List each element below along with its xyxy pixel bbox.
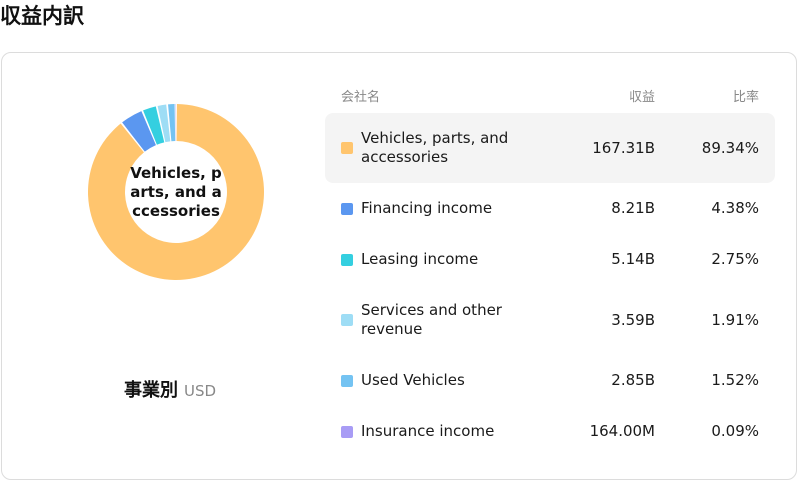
row-revenue: 8.21B <box>611 199 655 217</box>
donut-slice[interactable] <box>122 111 156 152</box>
legend-swatch <box>341 203 353 215</box>
table-header: 会社名 収益 比率 <box>325 86 775 106</box>
legend-swatch <box>341 142 353 154</box>
donut-slice[interactable] <box>168 104 176 142</box>
donut-center-line: ccessories <box>132 202 220 220</box>
row-ratio: 1.91% <box>711 311 759 329</box>
header-ratio: 比率 <box>732 90 759 105</box>
donut-svg[interactable] <box>86 102 266 282</box>
header-company: 会社名 <box>341 90 381 105</box>
donut-slice[interactable] <box>143 106 165 145</box>
table-row[interactable]: Leasing income 5.14B 2.75% <box>325 234 775 285</box>
donut-center-label: Vehicles, p arts, and a ccessories <box>126 164 226 222</box>
row-name: Leasing income <box>361 250 479 268</box>
legend-swatch <box>341 426 353 438</box>
row-name: Financing income <box>361 199 493 217</box>
row-ratio: 89.34% <box>701 139 759 157</box>
donut-center-line: Vehicles, p <box>130 164 222 182</box>
legend-swatch <box>341 375 353 387</box>
legend-swatch <box>341 254 353 266</box>
row-revenue: 164.00M <box>589 422 655 440</box>
donut-center-line: arts, and a <box>130 183 222 201</box>
currency-unit: USD <box>184 382 217 400</box>
row-ratio: 0.09% <box>711 422 759 440</box>
segment-by-label: 事業別 <box>124 380 178 401</box>
row-ratio: 1.52% <box>711 371 759 389</box>
page-title: 収益内訳 <box>0 4 84 28</box>
legend-swatch <box>341 314 353 326</box>
row-ratio: 2.75% <box>711 250 759 268</box>
chart-caption: 事業別 USD <box>124 376 216 402</box>
table-row[interactable]: Insurance income 164.00M 0.09% <box>325 406 775 457</box>
row-revenue: 167.31B <box>592 139 655 157</box>
table-row[interactable]: Services and other revenue 3.59B 1.91% <box>325 285 775 355</box>
donut-slice[interactable] <box>87 104 264 280</box>
row-name: Used Vehicles <box>361 371 465 389</box>
donut-slice[interactable] <box>157 104 171 143</box>
row-name: Services and other revenue <box>361 301 502 338</box>
donut-chart[interactable]: Vehicles, p arts, and a ccessories <box>86 102 266 282</box>
header-revenue: 収益 <box>628 90 655 105</box>
row-name: Vehicles, parts, and accessories <box>361 129 509 166</box>
row-revenue: 5.14B <box>611 250 655 268</box>
table-row[interactable]: Financing income 8.21B 4.38% <box>325 183 775 234</box>
row-name: Insurance income <box>361 422 495 440</box>
table-row[interactable]: Used Vehicles 2.85B 1.52% <box>325 355 775 406</box>
row-ratio: 4.38% <box>711 199 759 217</box>
row-revenue: 2.85B <box>611 371 655 389</box>
table-row[interactable]: Vehicles, parts, and accessories 167.31B… <box>325 113 775 183</box>
row-revenue: 3.59B <box>611 311 655 329</box>
